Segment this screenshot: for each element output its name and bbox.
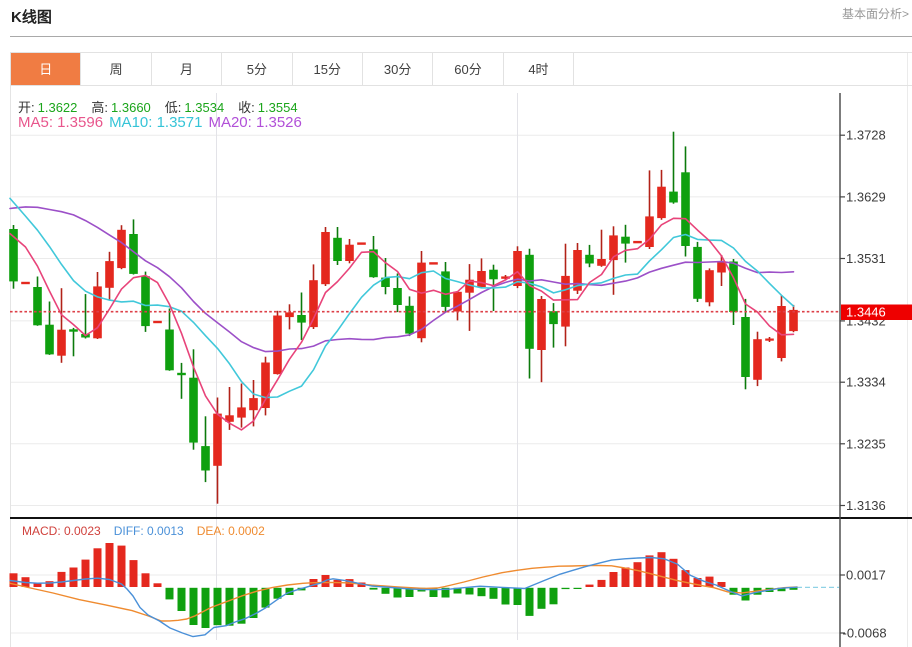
svg-text:-0.0068: -0.0068 xyxy=(843,626,887,641)
svg-text:1.3728: 1.3728 xyxy=(846,128,886,143)
svg-text:1.3235: 1.3235 xyxy=(846,436,886,451)
svg-text:1.3629: 1.3629 xyxy=(846,189,886,204)
svg-text:1.3531: 1.3531 xyxy=(846,251,886,266)
svg-text:1.3136: 1.3136 xyxy=(846,498,886,513)
svg-text:1.3334: 1.3334 xyxy=(846,375,886,390)
svg-text:1.3446: 1.3446 xyxy=(846,305,886,320)
svg-text:0.0017: 0.0017 xyxy=(846,568,886,583)
